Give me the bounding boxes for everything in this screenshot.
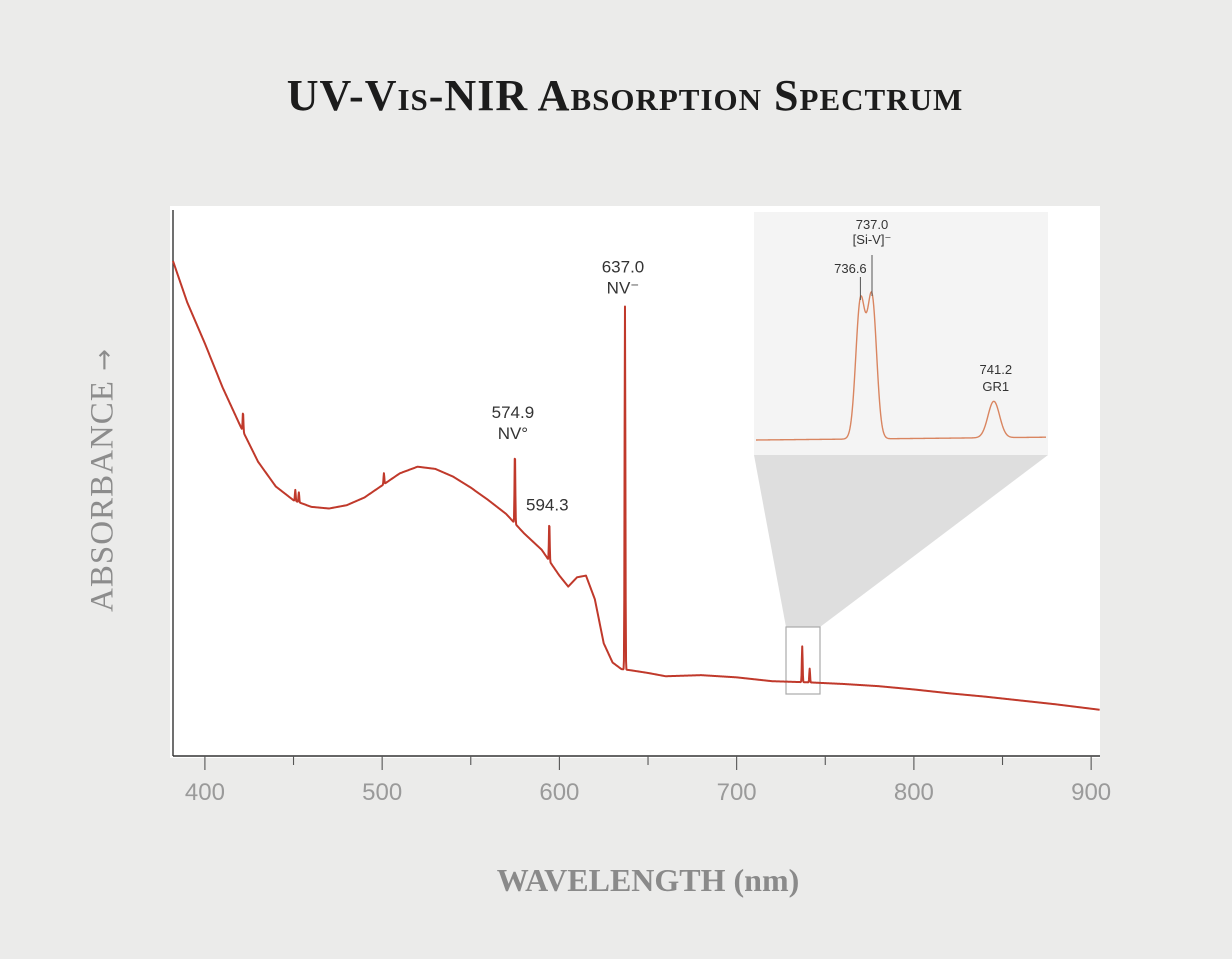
inset-spectrum-line bbox=[755, 290, 1047, 441]
inset-peak-sublabel: [Si-V]⁻ bbox=[853, 232, 892, 247]
peak-label: 574.9 bbox=[492, 403, 535, 422]
inset-spectrum: 737.0[Si-V]⁻ 736.6 741.2 GR1 bbox=[755, 217, 1047, 441]
x-axis-label: WAVELENGTH (nm) bbox=[496, 862, 800, 898]
x-tick-label: 700 bbox=[717, 779, 757, 806]
chart-title: UV-Vis-NIR Absorption Spectrum bbox=[286, 71, 964, 120]
peak-label: 637.0 bbox=[602, 258, 645, 277]
x-tick-label: 800 bbox=[894, 779, 934, 806]
inset-peak-label: 737.0 bbox=[856, 217, 889, 232]
x-tick-label: 500 bbox=[362, 779, 402, 806]
peak-sublabel: NV⁻ bbox=[607, 279, 640, 298]
x-tick-label: 900 bbox=[1071, 779, 1111, 806]
zoom-box bbox=[785, 626, 821, 695]
inset-zoom-projection bbox=[754, 455, 1048, 627]
inset-panel bbox=[754, 212, 1048, 455]
inset-peak-label: 741.2 bbox=[980, 362, 1013, 377]
inset-peak-sublabel: GR1 bbox=[982, 379, 1009, 394]
x-tick-label: 600 bbox=[539, 779, 579, 806]
spectrum-series bbox=[172, 260, 1101, 711]
peak-sublabel: NV° bbox=[498, 424, 528, 443]
peak-annotations: 574.9 NV° 594.3 637.0 NV⁻ bbox=[492, 258, 645, 515]
axes: 400 500 600 700 800 900 bbox=[172, 210, 1111, 806]
peak-label: 594.3 bbox=[526, 495, 569, 514]
spectrum-line bbox=[172, 260, 1101, 711]
inset-peak-label: 736.6 bbox=[834, 261, 867, 276]
x-tick-label: 400 bbox=[185, 779, 225, 806]
